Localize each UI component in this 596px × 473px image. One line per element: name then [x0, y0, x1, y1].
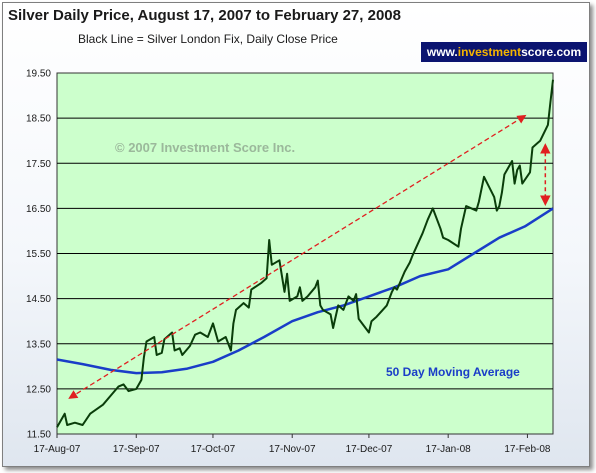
y-tick-label: 16.50	[26, 204, 51, 215]
y-tick-label: 14.50	[26, 294, 51, 305]
y-tick-label: 13.50	[26, 339, 51, 350]
x-tick-label: 17-Oct-07	[191, 444, 236, 455]
brand-prefix: www.	[426, 45, 458, 59]
trend-arrow	[68, 114, 527, 399]
watermark-text: © 2007 Investment Score Inc.	[115, 140, 295, 155]
x-tick-label: 17-Dec-07	[346, 444, 393, 455]
y-tick-label: 11.50	[27, 430, 52, 441]
y-tick-label: 18.50	[26, 114, 51, 125]
x-tick-label: 17-Feb-08	[504, 444, 551, 455]
y-tick-label: 17.50	[26, 159, 51, 170]
chart-subtitle: Black Line = Silver London Fix, Daily Cl…	[78, 32, 338, 46]
moving-average-label: 50 Day Moving Average	[386, 365, 520, 379]
x-tick-label: 17-Sep-07	[113, 444, 160, 455]
y-tick-label: 19.50	[26, 69, 51, 80]
y-tick-label: 15.50	[26, 249, 51, 260]
y-tick-label: 12.50	[26, 384, 51, 395]
brand-accent: investment	[457, 45, 522, 59]
x-tick-label: 17-Aug-07	[34, 444, 81, 455]
x-tick-label: 17-Nov-07	[269, 444, 316, 455]
x-tick-label: 17-Jan-08	[426, 444, 471, 455]
brand-suffix: score.com	[521, 45, 582, 59]
brand-badge: www.investmentscore.com	[421, 42, 587, 62]
chart-title: Silver Daily Price, August 17, 2007 to F…	[8, 7, 401, 24]
